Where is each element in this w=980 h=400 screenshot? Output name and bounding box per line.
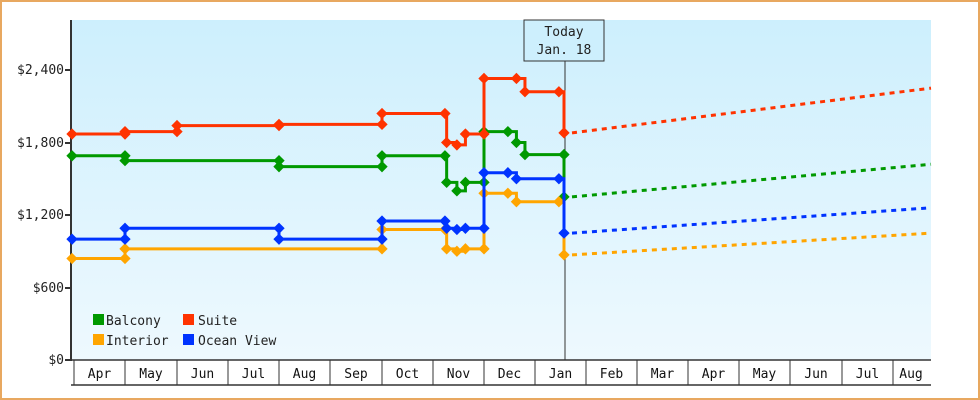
legend-swatch-interior [93, 334, 104, 345]
month-label: Aug [293, 367, 316, 382]
legend-swatch-ocean-view [183, 334, 194, 345]
month-label: Jan [549, 367, 572, 382]
plot-area [72, 20, 931, 360]
month-label: Aug [899, 367, 922, 382]
month-label: May [753, 367, 777, 382]
data-point-marker [376, 215, 388, 227]
data-point-marker [553, 173, 565, 185]
data-point-marker [558, 249, 570, 261]
data-point-marker [273, 233, 285, 245]
series-layer [66, 72, 932, 265]
data-point-marker [440, 243, 453, 255]
month-label: Jun [804, 367, 827, 382]
data-point-marker [502, 167, 514, 179]
data-point-marker [558, 227, 570, 239]
month-label: Jul [856, 367, 879, 382]
data-point-marker [376, 150, 388, 162]
data-point-marker [440, 222, 453, 234]
y-ticks [65, 69, 71, 361]
y-tick-1200: $1,200 [17, 208, 64, 223]
data-point-marker [273, 154, 285, 167]
today-callout: Today Jan. 18 [523, 19, 605, 62]
data-point-marker [478, 222, 490, 234]
month-label: Sep [344, 367, 368, 382]
y-tick-2400: $2,400 [17, 63, 64, 78]
data-point-marker [553, 196, 565, 208]
data-point-marker [510, 173, 523, 185]
legend-label-suite: Suite [198, 314, 237, 329]
today-label: Today [544, 25, 583, 40]
data-point-marker [478, 243, 490, 255]
data-point-marker [273, 222, 285, 234]
x-axis [71, 359, 931, 386]
y-tick-600: $600 [33, 281, 64, 296]
data-point-marker [459, 222, 472, 234]
today-date: Jan. 18 [537, 43, 592, 58]
data-point-marker [376, 243, 388, 255]
forecast-line-suite [571, 86, 932, 135]
data-point-marker [558, 148, 570, 161]
legend-label-interior: Interior [106, 334, 169, 349]
month-label: Jul [242, 367, 265, 382]
data-point-marker [510, 136, 523, 149]
month-label: Nov [447, 367, 471, 382]
y-tick-1800: $1,800 [17, 136, 64, 151]
month-label: Mar [651, 367, 675, 382]
data-point-marker [510, 196, 523, 208]
forecast-line-balcony [571, 162, 932, 199]
data-point-marker [439, 150, 451, 162]
data-point-marker [440, 176, 453, 189]
data-point-marker [478, 128, 490, 140]
legend-swatch-suite [183, 314, 194, 325]
month-label: Jun [191, 367, 214, 382]
month-label: Dec [498, 367, 521, 382]
data-point-marker [376, 161, 388, 173]
data-point-marker [459, 128, 472, 140]
data-point-marker [519, 148, 531, 161]
data-point-marker [451, 245, 463, 257]
data-point-marker [459, 176, 472, 189]
data-point-marker [478, 167, 490, 179]
data-point-marker [451, 185, 463, 197]
data-point-marker [459, 243, 472, 255]
month-label: Feb [600, 367, 624, 382]
month-label: Oct [396, 367, 419, 382]
month-label: May [139, 367, 163, 382]
data-point-marker [273, 161, 285, 173]
data-point-marker [558, 127, 570, 139]
data-point-marker [376, 233, 388, 245]
legend-label-ocean-view: Ocean View [198, 334, 276, 349]
data-point-marker [451, 223, 463, 236]
legend-label-balcony: Balcony [106, 314, 161, 329]
month-label: Apr [702, 367, 726, 382]
data-point-marker [440, 136, 453, 149]
month-label: Apr [88, 367, 112, 382]
y-tick-0: $0 [48, 353, 64, 368]
legend: Balcony Suite Interior Ocean View [93, 314, 276, 349]
data-point-marker [451, 139, 463, 151]
legend-swatch-balcony [93, 314, 104, 325]
data-point-marker [502, 187, 514, 199]
month-labels: Apr May Jun Jul Aug Sep Oct Nov Dec Jan … [88, 367, 923, 382]
